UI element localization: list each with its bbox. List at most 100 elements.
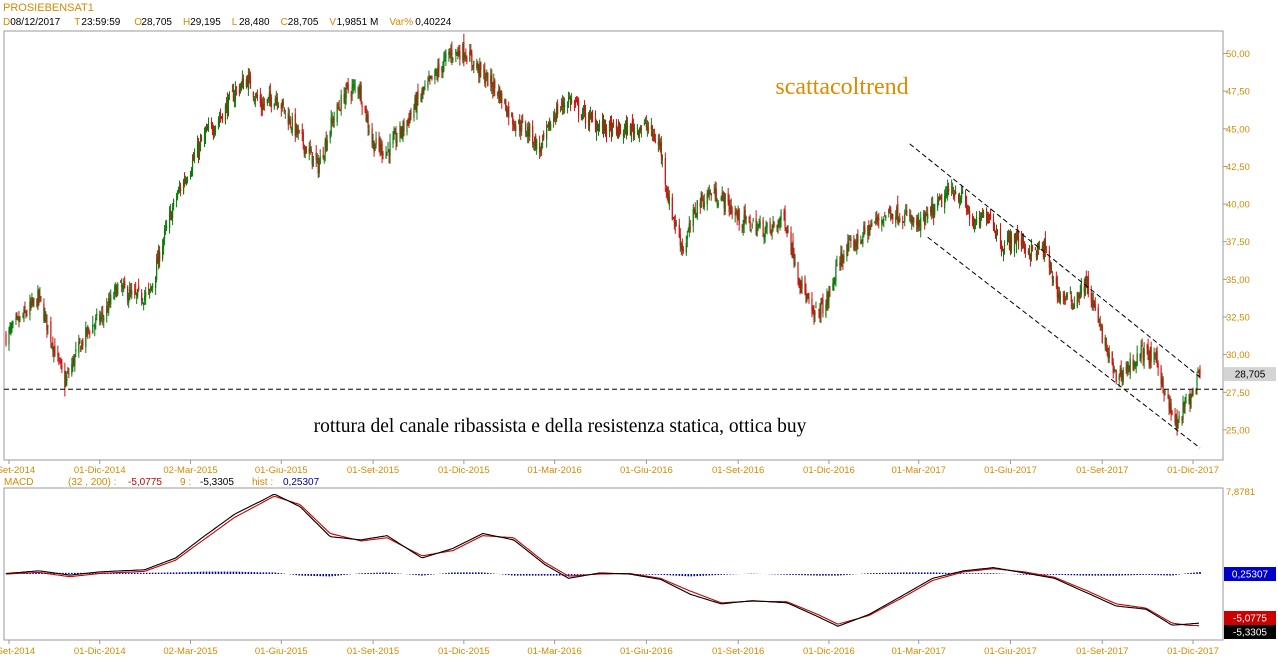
- candle-body: [193, 155, 196, 159]
- candle-body: [402, 122, 404, 136]
- candle-body: [575, 99, 578, 102]
- candle-body: [491, 74, 493, 88]
- candle-body: [245, 79, 247, 87]
- candle-body: [329, 131, 331, 139]
- candle-body: [702, 199, 704, 207]
- candle-body: [19, 316, 21, 320]
- candle-body: [736, 216, 738, 218]
- candle-body: [577, 100, 580, 116]
- candle-body: [163, 239, 165, 248]
- x-tick-label: 01-Set-2014: [0, 465, 35, 476]
- candle-body: [333, 118, 335, 120]
- candle-body: [1105, 337, 1107, 349]
- candle-body: [480, 62, 482, 70]
- candle-body: [695, 213, 697, 217]
- candle-body: [688, 223, 690, 232]
- candle-body: [1017, 231, 1020, 243]
- candle-body: [164, 226, 167, 228]
- candle-body: [508, 105, 510, 118]
- candle-body: [933, 207, 935, 219]
- candle-body: [386, 152, 388, 155]
- candle-body: [1084, 276, 1086, 296]
- candle-body: [1002, 251, 1005, 255]
- candle-body: [1066, 295, 1068, 298]
- candle-body: [567, 96, 570, 103]
- candle-body: [61, 364, 63, 370]
- candle-body: [709, 190, 711, 195]
- candle-body: [396, 139, 398, 143]
- candle-body: [81, 341, 83, 349]
- candle-body: [861, 239, 863, 242]
- candle-body: [581, 114, 584, 117]
- candle-body: [1101, 325, 1103, 343]
- candle-body: [1184, 400, 1186, 407]
- candle-body: [1191, 392, 1193, 394]
- candle-body: [1065, 294, 1067, 297]
- candle-body: [526, 133, 528, 136]
- candle-body: [1146, 345, 1148, 349]
- candle-body: [343, 94, 345, 103]
- candle-body: [330, 117, 332, 135]
- candle-body: [946, 193, 948, 197]
- candle-body: [458, 50, 460, 55]
- candle-body: [382, 153, 384, 155]
- candle-body: [196, 143, 199, 158]
- candle-body: [380, 144, 382, 149]
- candle-body: [1077, 295, 1079, 297]
- signal-value-box: [1224, 625, 1276, 639]
- candle-body: [128, 297, 130, 303]
- candle-body: [290, 127, 292, 130]
- candle-body: [113, 296, 115, 298]
- candle-body: [190, 170, 193, 176]
- candle-body: [925, 213, 927, 223]
- candle-body: [542, 135, 544, 141]
- candle-body: [903, 222, 905, 223]
- candle-body: [345, 83, 347, 98]
- candle-body: [498, 89, 500, 98]
- candle-body: [152, 284, 154, 288]
- candle-body: [595, 124, 598, 134]
- candle-body: [1142, 348, 1144, 359]
- candle-body: [890, 209, 892, 219]
- candle-body: [403, 121, 405, 131]
- candle-body: [707, 190, 709, 198]
- x-tick-label: 02-Mar-2015: [163, 646, 217, 657]
- macd-hist-label: hist :: [252, 477, 273, 488]
- candle-body: [79, 338, 81, 344]
- candle-body: [534, 136, 536, 145]
- candle-body: [450, 51, 452, 55]
- candle-body: [88, 329, 90, 330]
- candle-body: [927, 213, 929, 220]
- candle-body: [1133, 361, 1135, 368]
- candle-body: [65, 378, 67, 386]
- candle-body: [326, 140, 328, 151]
- candle-body: [645, 122, 647, 127]
- candle-body: [337, 107, 339, 108]
- candle-body: [625, 120, 628, 137]
- candle-body: [1035, 252, 1038, 258]
- candle-body: [843, 255, 845, 261]
- candle-body: [308, 148, 310, 154]
- y-tick-label: 37,50: [1226, 237, 1250, 248]
- candle-body: [336, 104, 338, 122]
- candle-body: [212, 131, 215, 133]
- candle-body: [573, 101, 576, 105]
- candle-body: [1097, 307, 1099, 323]
- candle-body: [535, 135, 537, 151]
- candle-body: [204, 132, 207, 136]
- candle-body: [821, 300, 823, 301]
- candle-body: [1135, 362, 1137, 367]
- candle-body: [611, 123, 614, 136]
- candle-body: [975, 217, 978, 225]
- candle-body: [1178, 415, 1180, 420]
- candle-body: [543, 132, 545, 139]
- candle-body: [512, 115, 514, 125]
- candle-body: [1083, 286, 1085, 293]
- candle-body: [842, 256, 844, 264]
- y-tick-label: 25,00: [1226, 425, 1250, 436]
- candle-body: [242, 78, 245, 90]
- candle-body: [506, 109, 508, 116]
- candle-body: [934, 204, 936, 215]
- candle-body: [590, 113, 593, 118]
- candle-body: [456, 52, 458, 53]
